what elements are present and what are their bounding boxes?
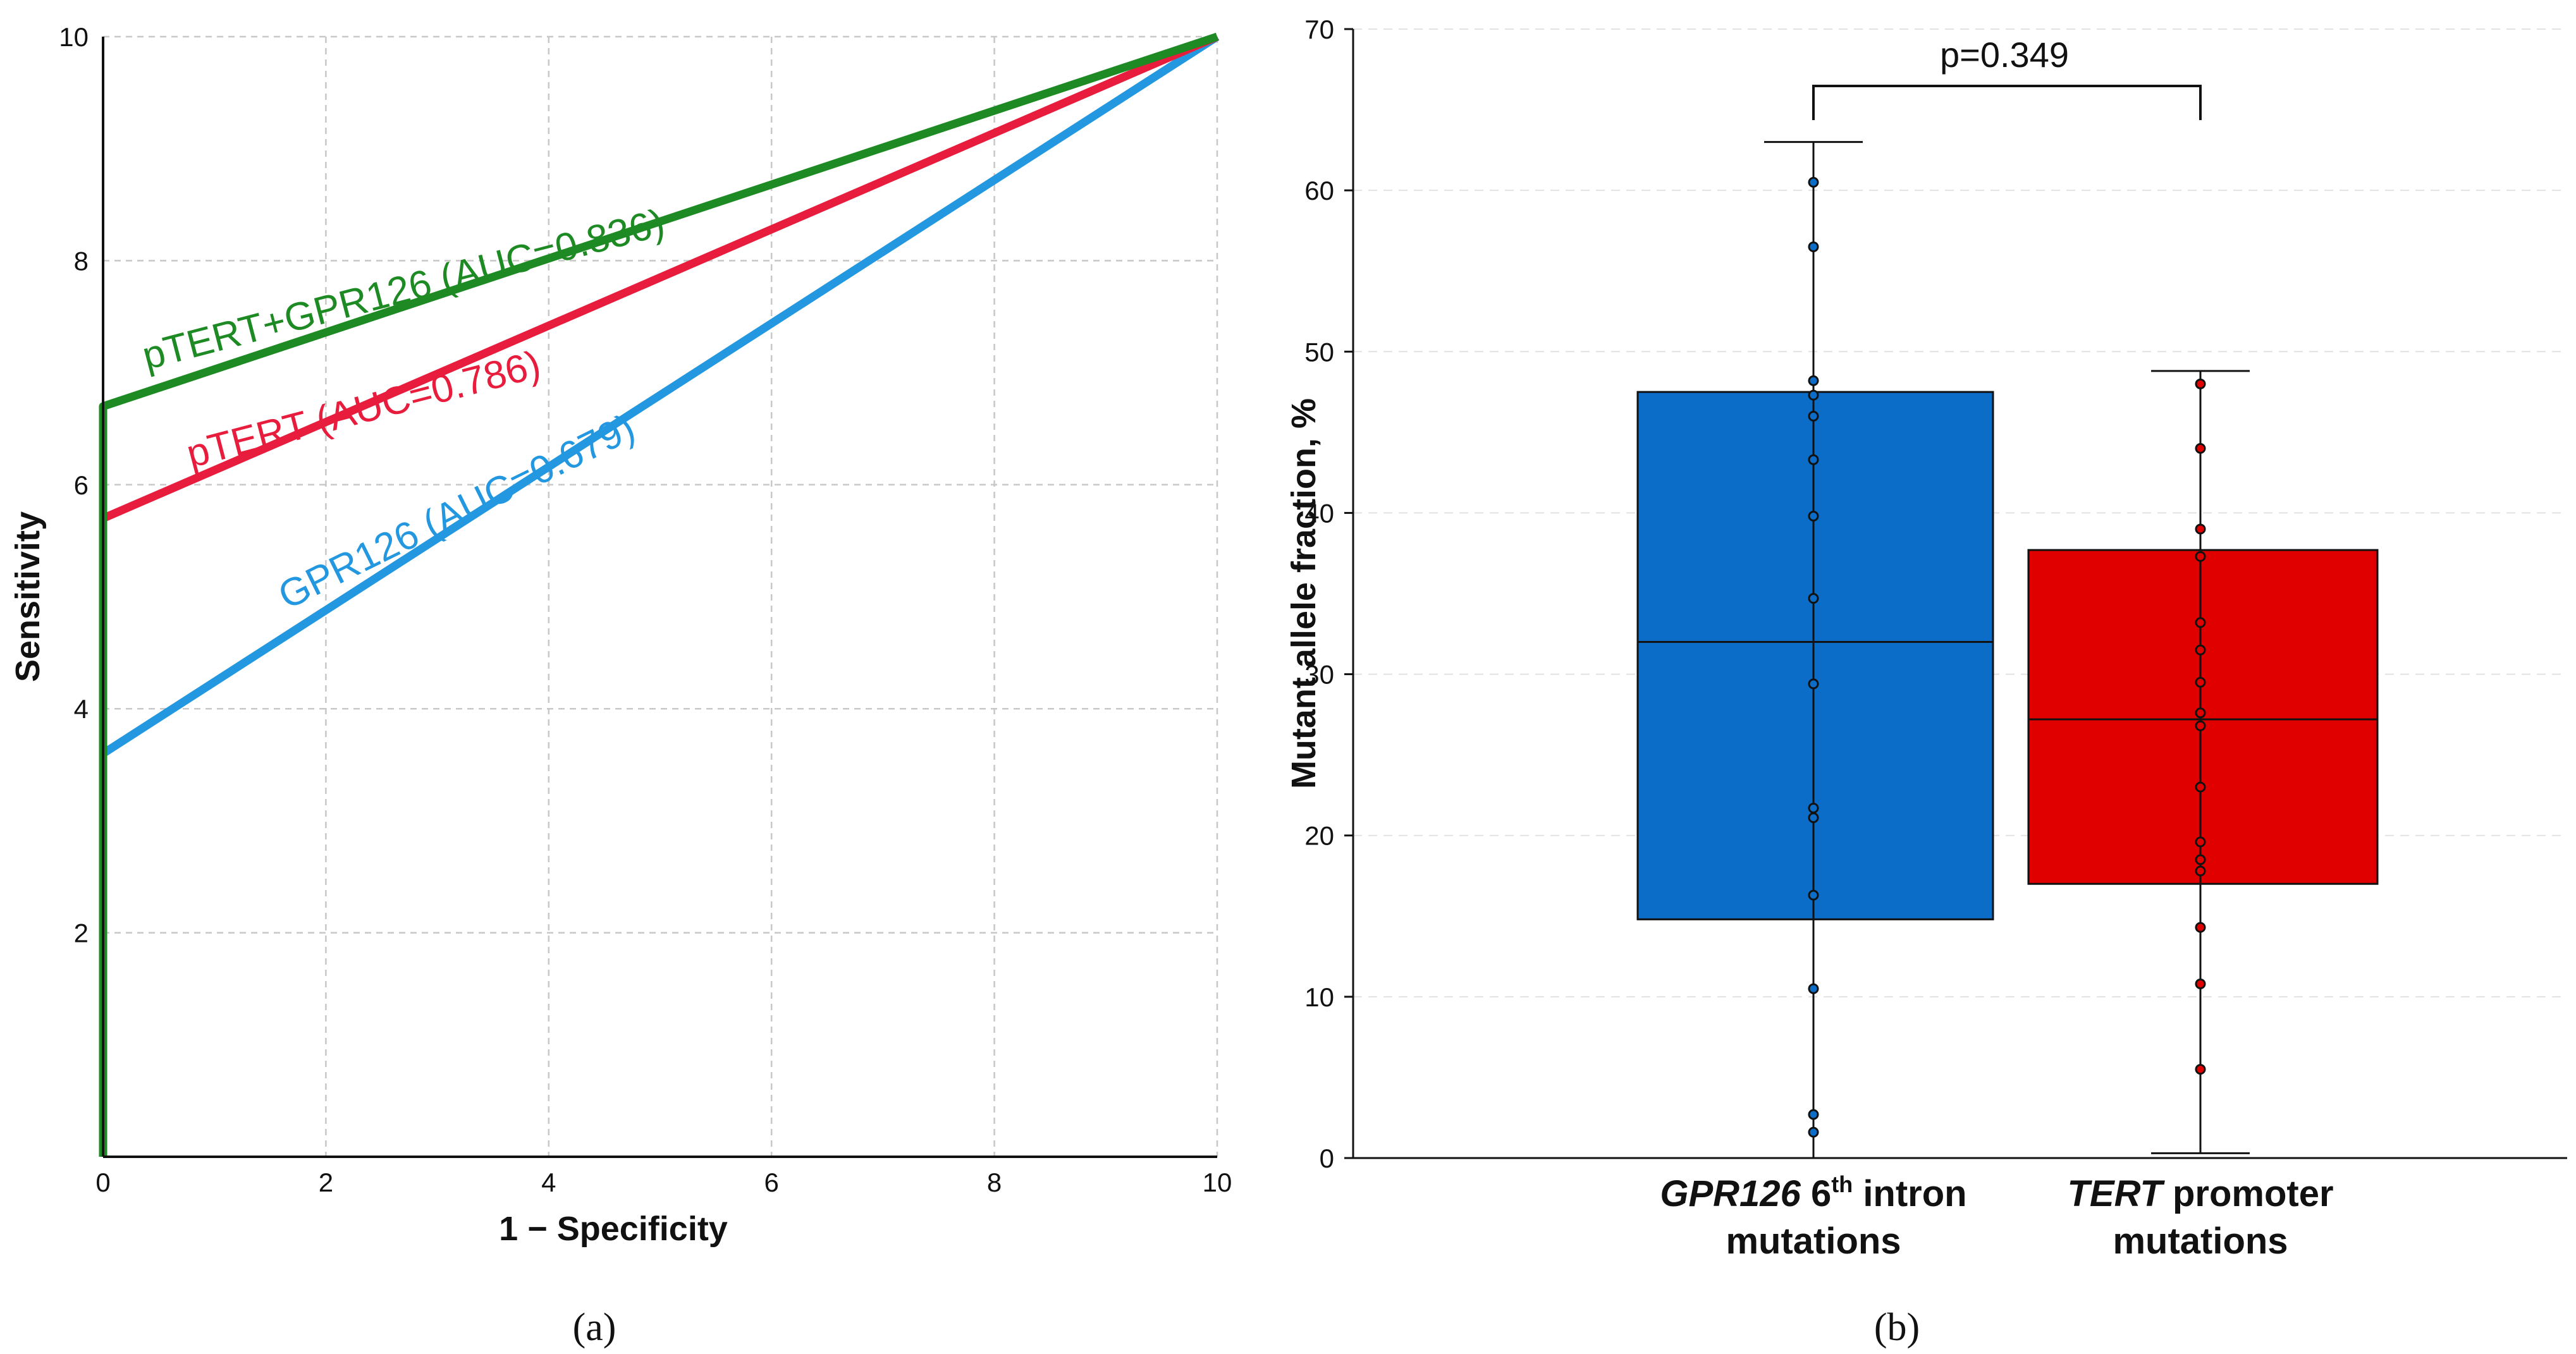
roc-x-tick: 0 [95,1168,110,1197]
data-point [1808,241,1819,252]
box-groups [1636,141,2379,1159]
roc-y-tick: 4 [74,694,89,724]
data-point [2195,781,2206,793]
data-point [2195,644,2206,656]
roc-y-tick: 8 [74,246,89,276]
data-point [1808,812,1819,824]
box-y-tick: 40 [1304,498,1334,528]
roc-label-ptert-gpr126: pTERT+GPR126 (AUC=0.836) [138,201,669,379]
data-point [2195,720,2206,731]
data-point [2195,551,2206,562]
data-point [2195,617,2206,628]
roc-x-tick: 8 [987,1168,1002,1197]
category-label-line2: mutations [1726,1221,1901,1262]
roc-x-axis-title: 1 − Specificity [499,1210,728,1248]
roc-curve-ptert [101,33,1219,522]
box-group-gpr126 [1636,141,1994,1159]
roc-y-tick: 6 [74,470,89,500]
data-point [2195,676,2206,688]
roc-curve-ptert-gpr126 [99,32,1219,1157]
data-point [1808,1126,1819,1138]
iqr-box [1636,391,1994,920]
data-point [2195,523,2206,535]
category-label-line2: mutations [2113,1221,2288,1262]
data-point [2195,922,2206,933]
box-y-tick: 10 [1304,982,1334,1012]
data-point [1808,410,1819,422]
data-point [1808,389,1819,401]
data-point [1808,593,1819,604]
box-chart: 0 10 20 30 40 50 60 70 Mutant allele fraction, … [1285,15,2567,1349]
roc-curves [99,32,1220,1157]
roc-curve-gpr126 [101,33,1220,757]
data-point [1808,678,1819,690]
roc-chart: 0 2 4 6 8 10 2 4 6 8 10 1 − Specificity Sensitivi… [9,22,1232,1349]
roc-x-tick-labels: 0 2 4 6 8 10 [95,1168,1232,1197]
box-y-tick: 70 [1304,15,1334,44]
p-value-label: p=0.349 [1940,35,2069,75]
data-point [1808,375,1819,386]
roc-x-tick: 10 [1203,1168,1232,1197]
data-point [2195,836,2206,848]
roc-y-tick: 10 [59,22,89,52]
roc-x-tick: 2 [319,1168,333,1197]
data-point [2195,865,2206,877]
category-label-line1: TERT promoter [2067,1173,2333,1214]
data-point [1808,983,1819,994]
box-y-tick: 0 [1320,1144,1334,1173]
roc-gridlines [103,35,1218,1157]
data-point [2195,978,2206,989]
roc-y-tick-labels: 2 4 6 8 10 [59,22,89,948]
box-group-tert [2027,370,2379,1154]
data-point [2195,1064,2206,1075]
roc-x-tick: 4 [541,1168,556,1197]
box-y-tick: 20 [1304,821,1334,851]
data-point [1808,889,1819,901]
data-point [1808,511,1819,522]
roc-curve-labels: pTERT+GPR126 (AUC=0.836)pTERT (AUC=0.786… [138,201,669,618]
category-label-line1: GPR126 6th intron [1660,1171,1966,1214]
data-point [1808,176,1819,188]
data-point [2195,707,2206,719]
roc-y-axis-title: Sensitivity [9,511,47,682]
data-point [2195,854,2206,865]
significance-bracket [1812,85,2202,120]
data-point [1808,454,1819,465]
box-y-tick: 60 [1304,176,1334,205]
panel-b-label: (b) [1874,1306,1920,1349]
data-point [2195,442,2206,454]
box-category-labels: GPR126 6th intron mutations TERT promoter m… [1660,1171,2333,1262]
box-y-tick: 30 [1304,660,1334,690]
box-y-tick-labels: 0 10 20 30 40 50 60 70 [1304,15,1353,1173]
bracket-line [1812,85,2202,120]
roc-y-tick: 2 [74,918,89,948]
box-y-axis-title: Mutant allele fraction, % [1285,398,1323,789]
data-point [1808,802,1819,814]
data-point [2195,378,2206,389]
panel-a-label: (a) [573,1306,616,1349]
data-point [1808,1109,1819,1120]
roc-x-tick: 6 [764,1168,779,1197]
box-y-tick: 50 [1304,337,1334,367]
